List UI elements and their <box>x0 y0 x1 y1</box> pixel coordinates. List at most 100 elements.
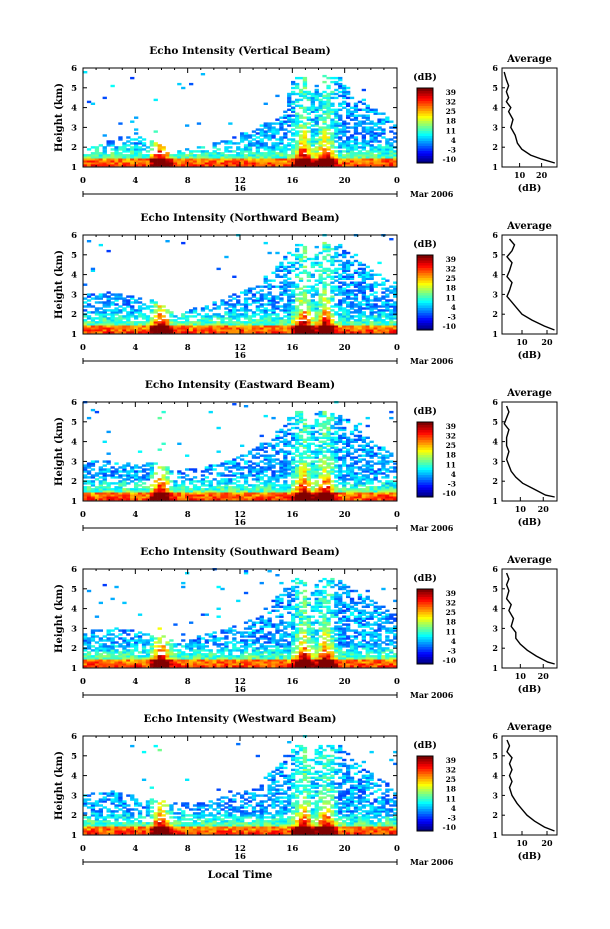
heatmap-cell <box>173 488 178 491</box>
heatmap-cell <box>326 494 331 497</box>
heatmap-cell <box>251 478 257 481</box>
heatmap-cell <box>220 317 225 320</box>
heatmap-cell <box>114 472 119 475</box>
heatmap-cell <box>130 146 135 149</box>
heatmap-cell <box>177 156 182 159</box>
colorbar-swatch <box>417 472 433 475</box>
heatmap-cell <box>204 152 209 155</box>
heatmap-cell <box>389 498 394 501</box>
heatmap-cell <box>353 319 359 322</box>
heatmap-cell <box>267 291 272 294</box>
heatmap-cell <box>330 90 335 94</box>
heatmap-cell <box>185 160 190 163</box>
heatmap-cell <box>314 279 319 282</box>
heatmap-cell <box>338 313 343 316</box>
heatmap-cell <box>377 480 382 483</box>
heatmap-cell <box>334 247 339 251</box>
heatmap-cell <box>373 283 378 286</box>
heatmap-cell <box>314 289 319 292</box>
heatmap-cell <box>326 311 331 314</box>
heatmap-cell <box>118 158 123 161</box>
heatmap-cell <box>310 464 315 467</box>
heatmap-cell <box>330 247 335 251</box>
heatmap-cell <box>295 112 300 115</box>
heatmap-cell <box>298 444 304 447</box>
heatmap-cell <box>228 311 233 314</box>
heatmap-cell <box>283 110 288 113</box>
heatmap-cell <box>177 494 182 497</box>
heatmap-cell <box>271 484 276 487</box>
heatmap-cell <box>122 637 127 640</box>
heatmap-cell <box>330 446 335 449</box>
heatmap-cell <box>291 325 296 328</box>
heatmap-cell <box>369 156 374 159</box>
heatmap-cell <box>322 267 327 271</box>
heatmap-cell <box>149 490 154 493</box>
heatmap-cell <box>322 329 327 332</box>
heatmap-cell <box>306 257 311 261</box>
colorbar-swatch <box>417 290 433 293</box>
heatmap-cell <box>298 454 304 457</box>
heatmap-cell <box>220 152 225 155</box>
heatmap-cell <box>106 305 111 308</box>
heatmap-cell <box>314 494 319 497</box>
heatmap-cell <box>110 474 115 477</box>
heatmap-cell <box>377 152 382 155</box>
heatmap-cell <box>208 410 213 414</box>
heatmap-cell <box>228 140 233 143</box>
heatmap-cell <box>385 474 390 477</box>
heatmap-cell <box>251 144 257 147</box>
heatmap-cell <box>318 422 323 426</box>
heatmap-cell <box>302 138 308 141</box>
colorbar-tick-label: 32 <box>446 98 456 107</box>
heatmap-cell <box>353 271 359 274</box>
heatmap-cell <box>137 498 143 501</box>
heatmap-cell <box>83 665 88 668</box>
heatmap-cell <box>314 150 319 153</box>
heatmap-cell <box>216 488 221 491</box>
heatmap-cell <box>338 414 343 418</box>
heatmap-cell <box>126 633 131 636</box>
heatmap-cell <box>295 134 300 137</box>
heatmap-cell <box>326 313 331 316</box>
heatmap-cell <box>298 420 304 424</box>
heatmap-cell <box>365 496 370 499</box>
heatmap-cell <box>369 158 374 161</box>
heatmap-cell <box>373 496 378 499</box>
heatmap-cell <box>279 466 284 469</box>
heatmap-cell <box>165 327 170 330</box>
heatmap-cell <box>114 325 119 328</box>
heatmap-cell <box>122 478 127 481</box>
heatmap-cell <box>295 158 300 161</box>
heatmap-cell <box>291 470 296 473</box>
heatmap-cell <box>232 162 237 165</box>
heatmap-cell <box>240 476 245 479</box>
heatmap-cell <box>373 134 378 137</box>
heatmap-cell <box>224 321 229 324</box>
heatmap-cell <box>259 478 264 481</box>
heatmap-cell <box>353 474 359 477</box>
heatmap-cell <box>106 474 111 477</box>
heatmap-cell <box>122 496 127 499</box>
heatmap-cell <box>134 645 139 648</box>
heatmap-cell <box>243 490 249 493</box>
heatmap-cell <box>196 162 202 165</box>
heatmap-cell <box>389 327 394 330</box>
heatmap-cell <box>279 440 284 443</box>
heatmap-cell <box>118 317 123 320</box>
heatmap-cell <box>353 428 359 432</box>
heatmap-cell <box>114 319 119 322</box>
heatmap-cell <box>83 655 88 658</box>
average-x-tick-label: 10 <box>514 170 526 180</box>
panel-title: Echo Intensity (Eastward Beam) <box>145 379 335 391</box>
heatmap-cell <box>330 319 335 322</box>
heatmap-cell <box>314 158 319 161</box>
heatmap-cell <box>141 313 147 316</box>
heatmap-cell <box>353 438 359 441</box>
heatmap-cell <box>240 486 245 489</box>
heatmap-cell <box>263 488 268 491</box>
heatmap-cell <box>365 106 370 109</box>
heatmap-cell <box>369 283 374 286</box>
heatmap-cell <box>173 325 178 328</box>
